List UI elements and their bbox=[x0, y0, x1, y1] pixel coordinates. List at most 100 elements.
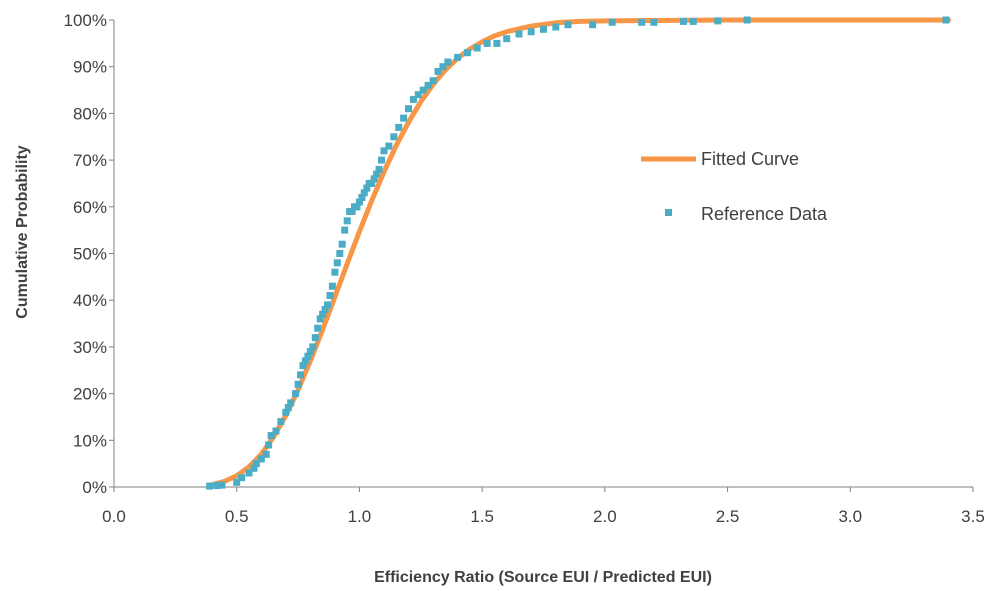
data-point bbox=[503, 35, 511, 43]
data-point bbox=[282, 408, 290, 416]
data-point bbox=[743, 16, 751, 24]
data-point bbox=[380, 147, 388, 155]
data-point bbox=[608, 18, 616, 26]
data-point bbox=[331, 268, 339, 276]
data-point bbox=[252, 460, 260, 468]
data-point bbox=[238, 474, 246, 482]
x-tick-label: 1.0 bbox=[348, 507, 372, 526]
data-point bbox=[353, 203, 361, 211]
data-point bbox=[424, 81, 432, 89]
data-point bbox=[206, 482, 214, 490]
x-tick-label: 2.5 bbox=[716, 507, 740, 526]
data-point bbox=[341, 226, 349, 234]
data-point bbox=[326, 292, 334, 299]
y-tick-label: 100% bbox=[64, 11, 107, 30]
data-point bbox=[429, 77, 437, 85]
data-point bbox=[297, 371, 304, 379]
data-point bbox=[233, 478, 241, 486]
y-tick-label: 70% bbox=[73, 151, 107, 170]
data-point bbox=[358, 194, 366, 201]
data-point bbox=[373, 170, 381, 178]
data-point bbox=[294, 380, 302, 388]
data-point bbox=[336, 250, 344, 257]
data-point bbox=[385, 142, 393, 150]
data-point bbox=[284, 404, 292, 412]
legend: Fitted Curve Reference Data bbox=[641, 149, 828, 224]
data-point bbox=[321, 306, 329, 313]
data-point bbox=[515, 30, 523, 38]
data-point bbox=[409, 95, 417, 103]
y-tick-label: 20% bbox=[73, 385, 107, 404]
x-tick-label: 3.0 bbox=[838, 507, 862, 526]
data-point bbox=[309, 343, 317, 351]
data-point bbox=[638, 18, 646, 26]
data-point bbox=[483, 39, 491, 47]
data-point bbox=[287, 399, 295, 407]
data-point bbox=[689, 17, 697, 25]
data-point bbox=[650, 18, 658, 26]
y-tick-label: 40% bbox=[73, 291, 107, 310]
x-tick-label: 0.5 bbox=[225, 507, 249, 526]
data-point bbox=[316, 315, 324, 323]
data-point bbox=[942, 16, 950, 24]
data-point bbox=[454, 53, 462, 61]
data-point bbox=[405, 105, 412, 113]
y-tick-label: 10% bbox=[73, 431, 107, 450]
data-point bbox=[213, 482, 221, 490]
data-point bbox=[338, 240, 346, 248]
data-point bbox=[473, 44, 481, 52]
data-point bbox=[262, 450, 270, 458]
x-tick-label: 1.5 bbox=[470, 507, 494, 526]
data-point bbox=[395, 123, 403, 131]
series-fitted-curve bbox=[209, 17, 951, 488]
x-axis-title: Efficiency Ratio (Source EUI / Predicted… bbox=[374, 569, 712, 586]
data-point bbox=[419, 86, 427, 94]
data-point bbox=[370, 175, 378, 183]
data-point bbox=[314, 324, 322, 332]
data-point bbox=[292, 390, 300, 398]
axes bbox=[113, 20, 973, 488]
data-point bbox=[540, 25, 547, 33]
data-point bbox=[493, 39, 501, 47]
data-point bbox=[272, 427, 280, 435]
data-point bbox=[434, 67, 442, 75]
data-point bbox=[333, 259, 341, 267]
data-point bbox=[552, 23, 560, 31]
data-point bbox=[319, 310, 327, 318]
y-tick-label: 60% bbox=[73, 198, 107, 217]
data-point bbox=[714, 17, 722, 25]
plot-area bbox=[206, 16, 951, 490]
data-point bbox=[589, 21, 597, 29]
legend-label-fitted-curve: Fitted Curve bbox=[701, 149, 799, 169]
data-point bbox=[414, 91, 422, 99]
y-tick-label: 90% bbox=[73, 58, 107, 77]
data-point bbox=[348, 208, 356, 215]
data-point bbox=[328, 282, 336, 290]
x-tick-label: 3.5 bbox=[961, 507, 985, 526]
data-point bbox=[304, 352, 312, 360]
data-point bbox=[355, 198, 363, 206]
data-point bbox=[267, 432, 275, 440]
data-point bbox=[265, 441, 273, 449]
legend-label-reference-data: Reference Data bbox=[701, 204, 828, 224]
legend-point-swatch bbox=[665, 209, 672, 216]
y-tick-label: 80% bbox=[73, 104, 107, 123]
data-point bbox=[311, 334, 319, 342]
data-point bbox=[439, 63, 447, 71]
data-point bbox=[245, 469, 253, 477]
data-point bbox=[306, 348, 314, 356]
data-point bbox=[277, 418, 285, 426]
data-point bbox=[679, 17, 687, 25]
data-point bbox=[257, 455, 265, 463]
y-tick-label: 30% bbox=[73, 338, 107, 357]
data-point bbox=[360, 189, 368, 197]
y-axis-ticks: 0% 10% 20% 30% 40% 50% 60% 70% 80% 90% 100% bbox=[64, 11, 114, 497]
x-axis-ticks: 0.0 0.5 1.0 1.5 2.0 2.5 3.0 3.5 bbox=[102, 487, 985, 526]
data-point bbox=[378, 156, 385, 164]
y-axis-title: Cumulative Probability bbox=[14, 145, 31, 318]
data-point bbox=[218, 481, 226, 489]
data-point bbox=[301, 357, 309, 365]
data-point bbox=[390, 133, 398, 141]
data-point bbox=[324, 301, 331, 309]
